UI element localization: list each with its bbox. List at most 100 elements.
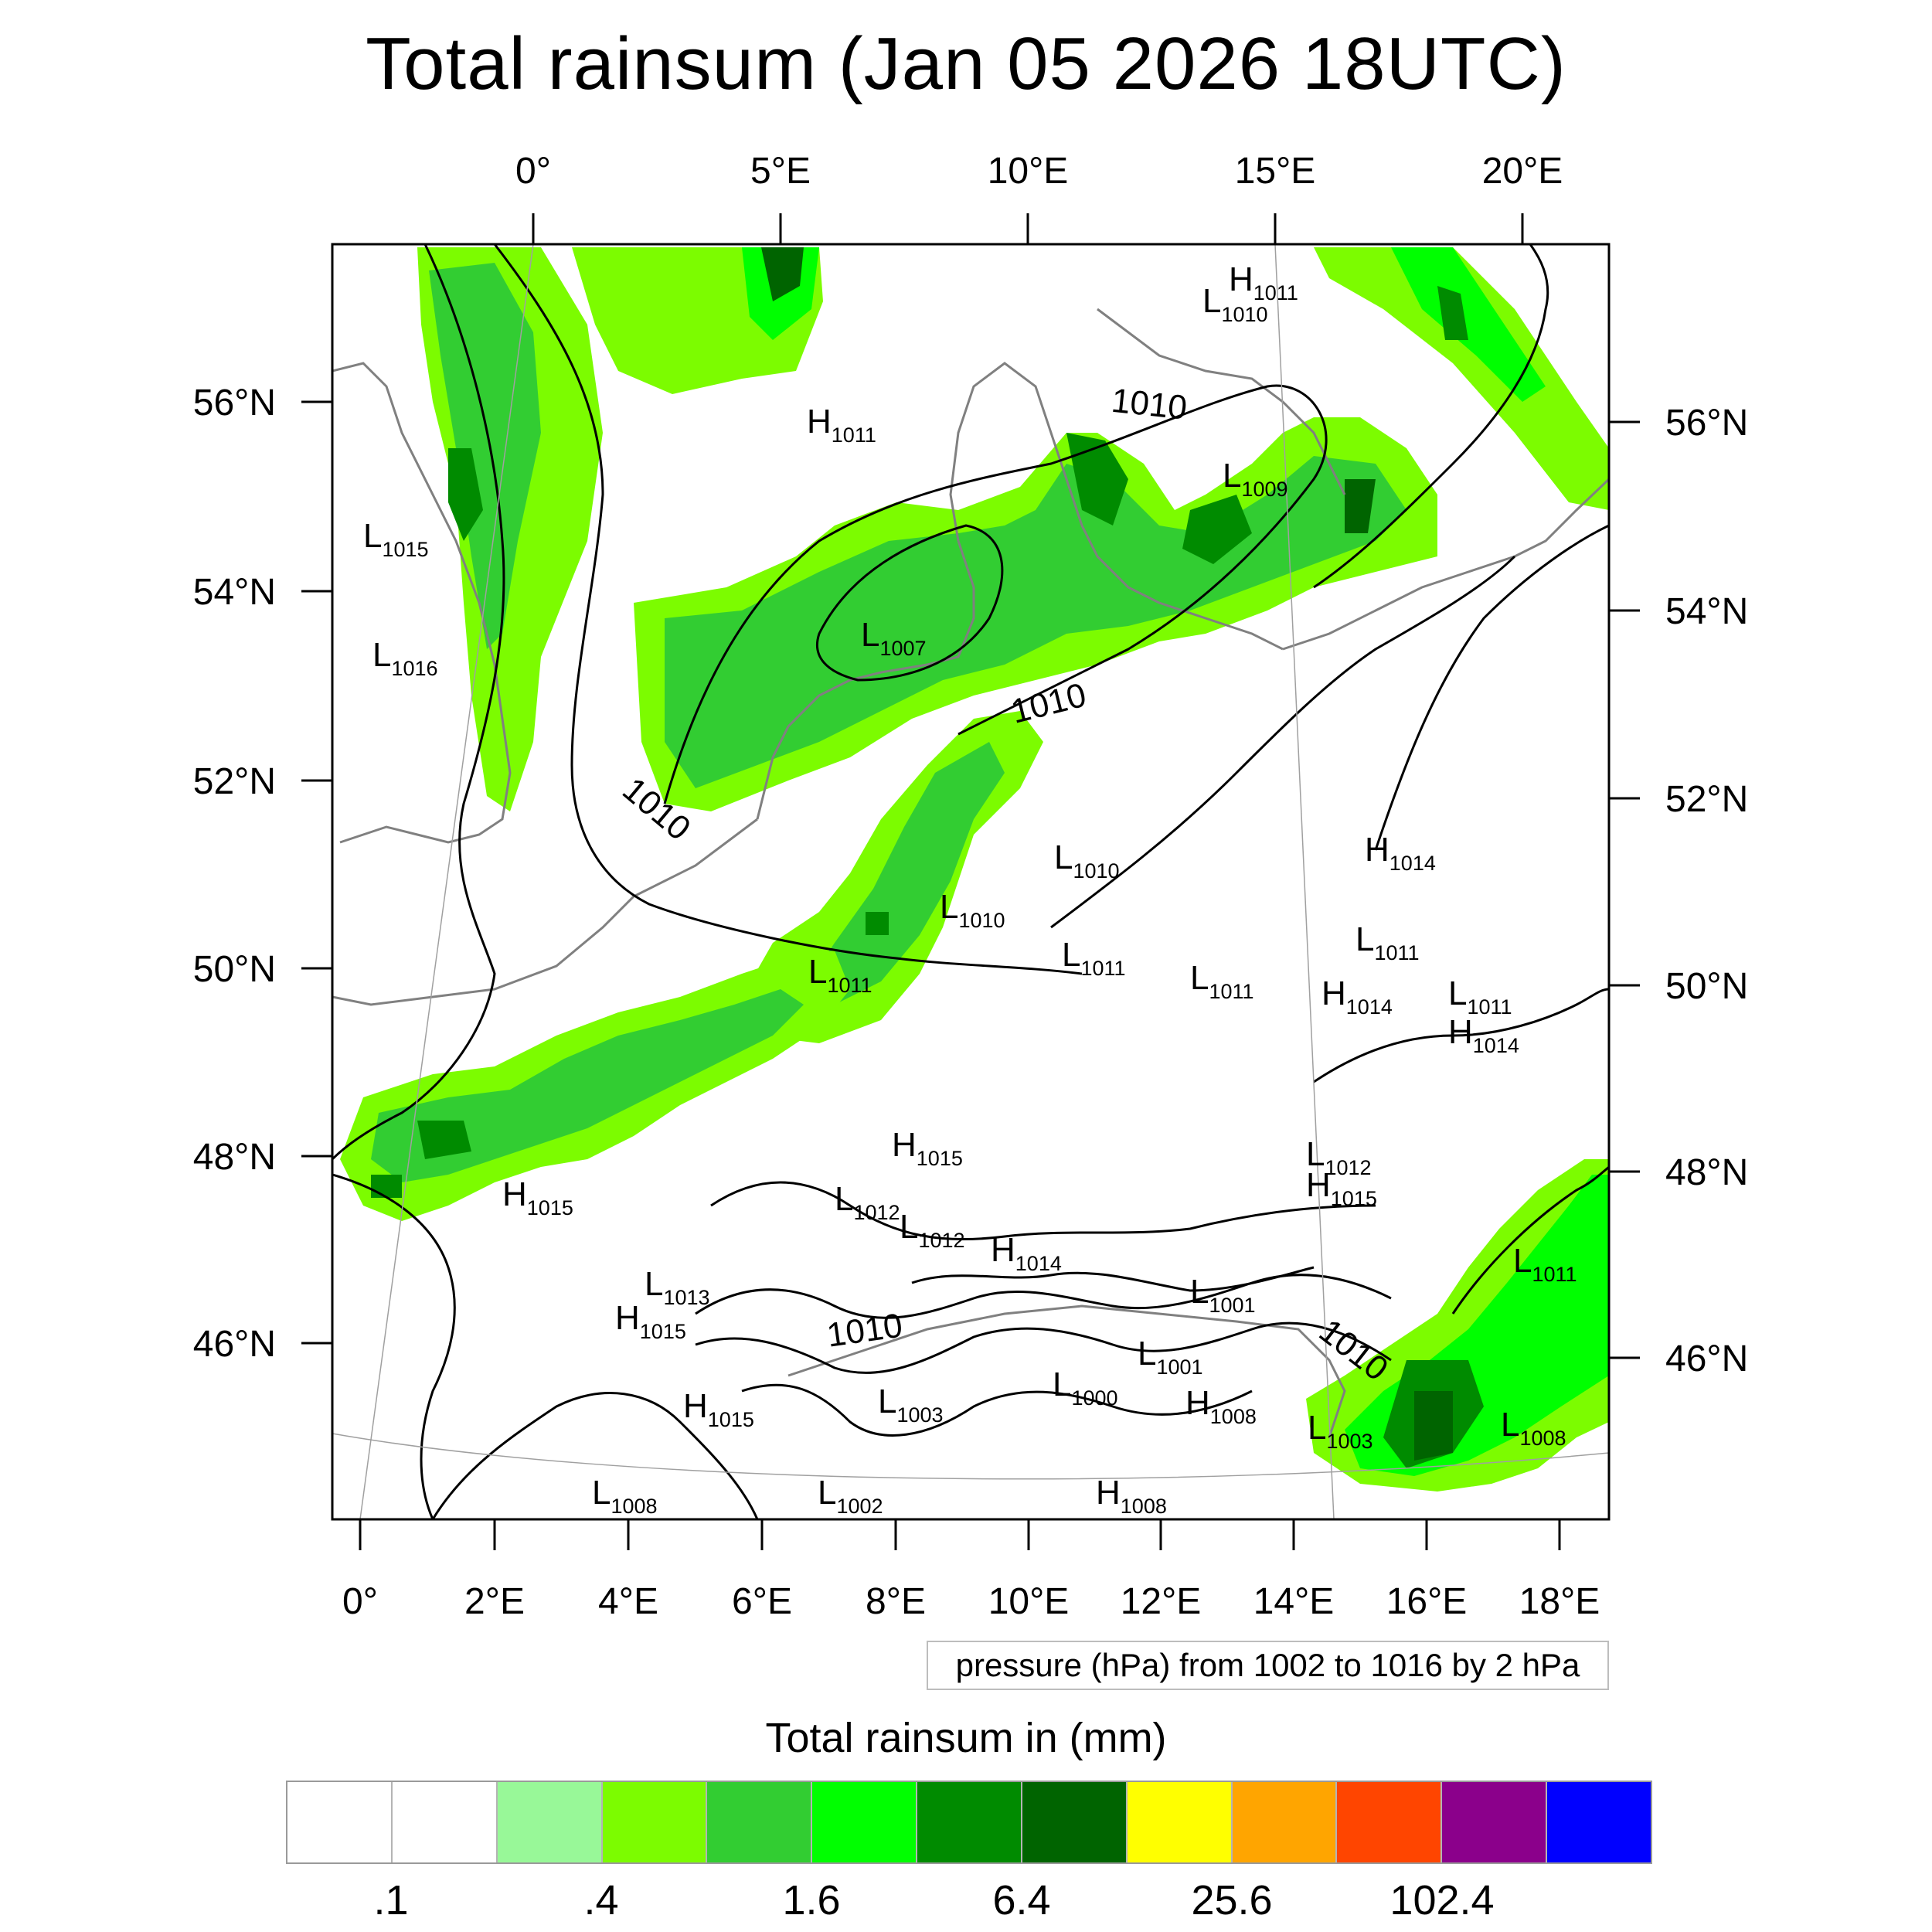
pressure-system-high: H1011 [1229,260,1298,304]
isobar-central-east [1050,555,1516,929]
left-lat-46n: 46°N [193,1324,276,1365]
top-lon-axis [532,213,1524,244]
pressure-system-low: L1011 [1190,959,1254,1003]
rain-area-central-core [804,742,1005,1005]
colorbar-cell [497,1782,603,1862]
pressure-system-low: L1003 [878,1383,944,1427]
right-lat-46n: 46°N [1665,1338,1748,1379]
isobar-1010-north [663,384,1328,804]
pressure-system-low: L1001 [1190,1273,1256,1317]
contour-label: 1010 [825,1307,905,1355]
colorbar-cell [812,1782,918,1862]
pressure-system-low: L1012 [900,1208,965,1252]
pressure-system-low: L1001 [1138,1335,1203,1379]
isobar-se [1451,1165,1609,1315]
pressure-system-high: H1008 [1096,1474,1167,1518]
colorbar-cell [1442,1782,1548,1862]
bottom-lon-12e: 12°E [1121,1581,1202,1622]
pressure-system-low: L1012 [1306,1135,1372,1179]
pressure-system-labels: H1011 L1010 H1011 L1009 L1015 L1016 L100… [363,260,1577,1518]
left-lat-axis [301,400,332,1345]
left-lat-54n: 54°N [193,572,276,613]
right-lat-52n: 52°N [1665,779,1748,820]
pressure-system-high: H1015 [892,1126,963,1170]
left-lat-48n: 48°N [193,1137,276,1178]
rain-area-se-peak2 [1414,1391,1453,1461]
pressure-system-low: L1008 [592,1474,658,1518]
colorbar-cell [1232,1782,1338,1862]
pressure-system-high: H1014 [1321,975,1393,1019]
pressure-system-low: L1010 [940,888,1005,932]
bottom-lon-4e: 4°E [598,1581,658,1622]
isobar-1012 [710,1181,1376,1241]
colorbar-cell [1022,1782,1128,1862]
isobar-alps3 [741,1383,1253,1437]
pressure-system-low: L1003 [1308,1409,1373,1453]
rain-area-france-core [371,989,804,1182]
isobar-alps1 [695,1274,1392,1319]
coastline-denmark [949,362,1284,651]
rain-area-central-peak [866,912,889,935]
bottom-lon-14e: 14°E [1253,1581,1335,1622]
isobar-east [1313,988,1609,1083]
colorbar-title: Total rainsum in (mm) [765,1715,1167,1761]
top-lon-0: 0° [515,151,551,192]
pressure-system-low: L1016 [372,636,438,680]
pressure-system-high: H1014 [1365,831,1436,875]
rain-fields [340,247,1609,1492]
rain-area-ne-peak [1437,286,1468,340]
bottom-lon-0: 0° [342,1581,378,1622]
bottom-lon-6e: 6°E [732,1581,792,1622]
isobar-alps2 [695,1321,1392,1374]
rain-area-north-sea-peak [761,247,804,301]
pressure-system-low: L1011 [1355,920,1420,964]
rain-area-uk-core [429,263,541,649]
bottom-lon-18e: 18°E [1519,1581,1600,1622]
pressure-system-high: H1015 [1306,1166,1377,1210]
left-lat-50n: 50°N [193,949,276,990]
bottom-lon-8e: 8°E [866,1581,926,1622]
bottom-lon-16e: 16°E [1386,1581,1468,1622]
colorbar-labels: .1 .4 1.6 6.4 25.6 102.4 [286,1876,1652,1930]
colorbar-cell [1337,1782,1443,1862]
colorbar-label: 1.6 [782,1877,841,1923]
meridian-0 [359,243,534,1520]
isobar-ne2 [1374,524,1609,851]
pressure-system-low: L1010 [1202,282,1268,326]
pressure-system-low: L1002 [818,1474,883,1518]
colorbar-cell [602,1782,708,1862]
right-lat-axis [1609,420,1640,1359]
pressure-system-low: L1008 [1501,1406,1566,1450]
colorbar-label: 6.4 [992,1877,1051,1923]
coastlines [332,308,1609,1438]
coastline-netherlands [756,540,975,820]
left-lat-56n: 56°N [193,383,276,423]
coastline-uk [332,362,512,844]
meridian-15e [1274,243,1335,1520]
colorbar-label: 102.4 [1389,1877,1495,1923]
rain-area-baltic-peak [1182,495,1252,564]
pressure-system-high: H1014 [991,1231,1062,1275]
pressure-system-high: H1011 [807,403,876,447]
contour-label: 1010 [1007,676,1090,731]
pressure-contours [332,244,1609,1519]
rain-area-germany-peak [1066,433,1128,526]
right-lat-labels: 56°N 54°N 52°N 50°N 48°N 46°N [1665,403,1748,1379]
rain-area-ne [1314,247,1609,510]
isobar-sw [431,1392,759,1519]
plot-frame [331,243,1611,1521]
pressure-system-high: H1015 [615,1299,686,1343]
top-lon-15e: 15°E [1235,151,1316,192]
pressure-system-low: L1015 [363,517,429,561]
bottom-lon-axis [359,1519,1561,1550]
right-lat-56n: 56°N [1665,403,1748,444]
right-lat-50n: 50°N [1665,966,1748,1007]
pressure-system-low: L1013 [645,1265,710,1309]
left-lat-labels: 56°N 54°N 52°N 50°N 48°N 46°N [193,383,276,1365]
colorbar-label: .4 [583,1877,619,1923]
rain-area-ne-core [1391,247,1546,402]
pressure-system-low: L1007 [861,616,927,660]
colorbar-cell [1547,1782,1651,1862]
pressure-system-high: H1008 [1185,1384,1257,1428]
